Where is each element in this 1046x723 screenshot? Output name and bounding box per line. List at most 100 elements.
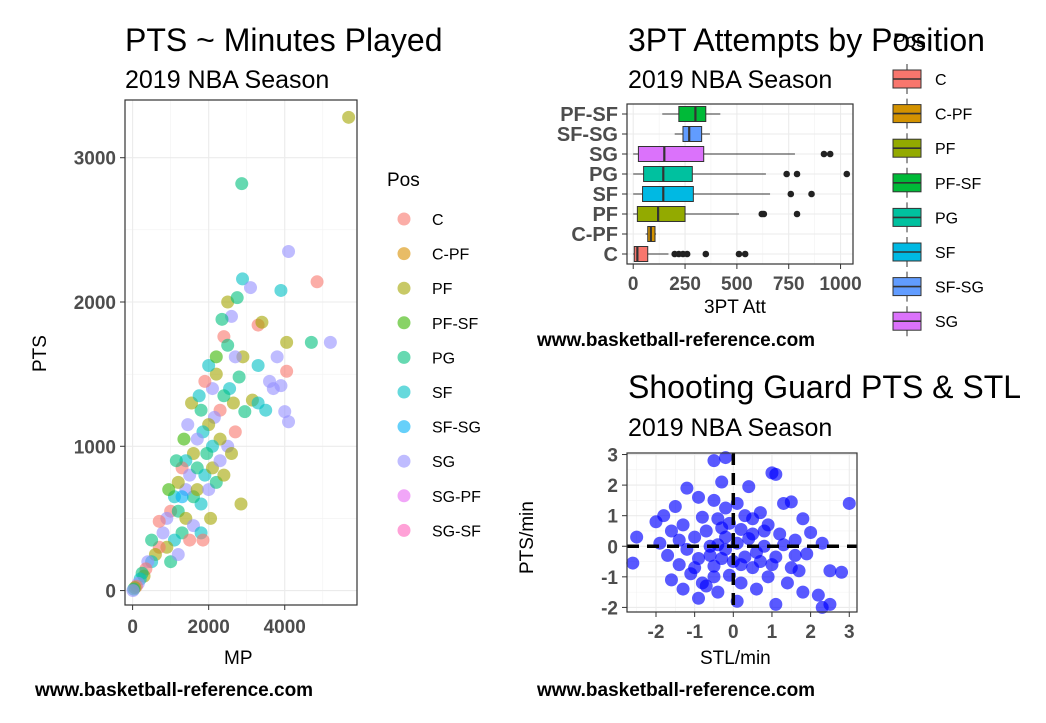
plot3-ytick-label: -1	[601, 568, 618, 589]
plot1-point	[126, 584, 140, 598]
plot2-ytick-label: SF-SG	[557, 124, 618, 146]
plot1-legend-label: PF	[432, 281, 453, 298]
plot3-point	[715, 475, 729, 489]
plot1-point	[251, 396, 265, 410]
plot1-point	[171, 475, 185, 489]
plot1-point	[175, 490, 189, 504]
plot1-point	[145, 533, 159, 547]
plot1-legend-key	[397, 316, 411, 330]
plot3-point	[788, 533, 802, 547]
plot2-xtick-label: 500	[721, 274, 753, 295]
plot1-title: PTS ~ Minutes Played	[125, 22, 443, 58]
plot3-point	[649, 515, 663, 529]
plot1-point	[228, 425, 242, 439]
plot1-border	[124, 99, 358, 606]
plot1-point	[169, 454, 183, 468]
plot1-point	[270, 350, 284, 364]
plot1-point	[200, 447, 214, 460]
plot1-point	[278, 405, 292, 419]
plot1-point	[217, 389, 231, 403]
plot2-outlier	[683, 250, 691, 258]
plot2-ytick-label: PG	[589, 164, 618, 186]
plot3-point	[811, 588, 825, 602]
plot2-outlier	[741, 250, 749, 258]
plot1-point	[234, 497, 248, 511]
plot3-point	[719, 530, 733, 544]
plot3-ylabel: PTS/min	[517, 501, 538, 574]
plot3-point	[773, 527, 787, 541]
plot2-outlier	[735, 250, 743, 258]
plot3-point	[769, 467, 783, 481]
plot1-point	[266, 382, 280, 396]
plot3-xtick-label: 2	[805, 622, 816, 643]
plot3-point	[823, 597, 837, 611]
plot2-outlier	[787, 190, 795, 198]
plot1-legend-key	[397, 489, 411, 503]
plot3-point	[788, 548, 802, 562]
plot1-point	[236, 272, 250, 286]
plot2-xlabel: 3PT Att	[704, 297, 766, 318]
plot3-point	[734, 522, 748, 536]
plot1-legend-key	[397, 385, 411, 399]
plot2-box	[636, 206, 686, 222]
plot1-point	[323, 335, 337, 349]
plot1-point	[226, 396, 240, 410]
plot1-point	[280, 335, 294, 349]
plot3-point	[676, 518, 690, 532]
plot1-point	[152, 514, 166, 528]
plot3-point	[719, 501, 733, 515]
plot3-point	[719, 451, 733, 465]
plot3-point	[630, 530, 644, 544]
plot1-legend-key	[397, 420, 411, 434]
plot3-point	[757, 524, 771, 538]
plot1-point	[196, 533, 210, 547]
plot3-point	[734, 558, 748, 572]
plot2-subtitle: 2019 NBA Season	[628, 66, 833, 94]
plot2-ytick-label: SF	[592, 184, 618, 206]
plot2-legend-label: SF	[935, 245, 956, 262]
plot3-ytick-label: -2	[601, 598, 618, 619]
plot1-point	[304, 335, 318, 349]
plot2-caption: www.basketball-reference.com	[537, 330, 816, 351]
plot1-point	[156, 526, 170, 540]
plot1-legend-key	[397, 350, 411, 364]
plot1-caption: www.basketball-reference.com	[35, 680, 314, 701]
plot3-point	[711, 585, 725, 599]
plot3-xtick-label: 3	[844, 622, 855, 643]
plot1-legend-label: C-PF	[432, 247, 470, 264]
plot1-legend-key	[397, 454, 411, 468]
plot3-point	[703, 548, 717, 562]
plot2-ytick-label: SG	[589, 144, 618, 166]
plot3-ytick-label: 2	[607, 476, 618, 497]
plot3-ytick-label: 1	[607, 507, 618, 528]
plot1-legend-label: PF-SF	[432, 316, 478, 333]
plot1-point	[204, 511, 218, 525]
plot1-subtitle: 2019 NBA Season	[125, 66, 330, 94]
plot3-title: Shooting Guard PTS & STL	[628, 369, 1022, 405]
plot2-border	[626, 103, 854, 265]
plot1-point	[342, 110, 356, 124]
plot1-point	[244, 281, 258, 295]
plot2-legend-label: SG	[935, 314, 958, 331]
plot2-chart: 0 250 500 750 1000CC-PFPFSFPGSGSF-SGPF-SFCC-…	[557, 64, 984, 337]
plot1-point	[217, 468, 231, 482]
plot2-ytick-label: PF	[592, 204, 618, 226]
plot2-outlier	[702, 250, 710, 258]
plot3-point	[800, 547, 814, 561]
plot3-subtitle: 2019 NBA Season	[628, 414, 833, 442]
plot1-legend-label: SG-SF	[432, 523, 481, 540]
plot1-point	[213, 454, 227, 468]
plot3-point	[780, 576, 794, 590]
plot3-point	[680, 481, 694, 495]
plot1-point	[183, 533, 197, 547]
plot1-point	[232, 370, 246, 384]
plot3-point	[672, 533, 686, 547]
plot1-point	[198, 374, 212, 388]
plot1-point	[310, 275, 324, 289]
plot3-point	[707, 454, 721, 468]
plot2-box	[643, 166, 693, 182]
plot1-legend-title: Pos	[387, 170, 420, 191]
plot2-legend-label: C-PF	[935, 107, 973, 124]
plot3-point	[707, 570, 721, 584]
plot3-point	[695, 510, 709, 524]
